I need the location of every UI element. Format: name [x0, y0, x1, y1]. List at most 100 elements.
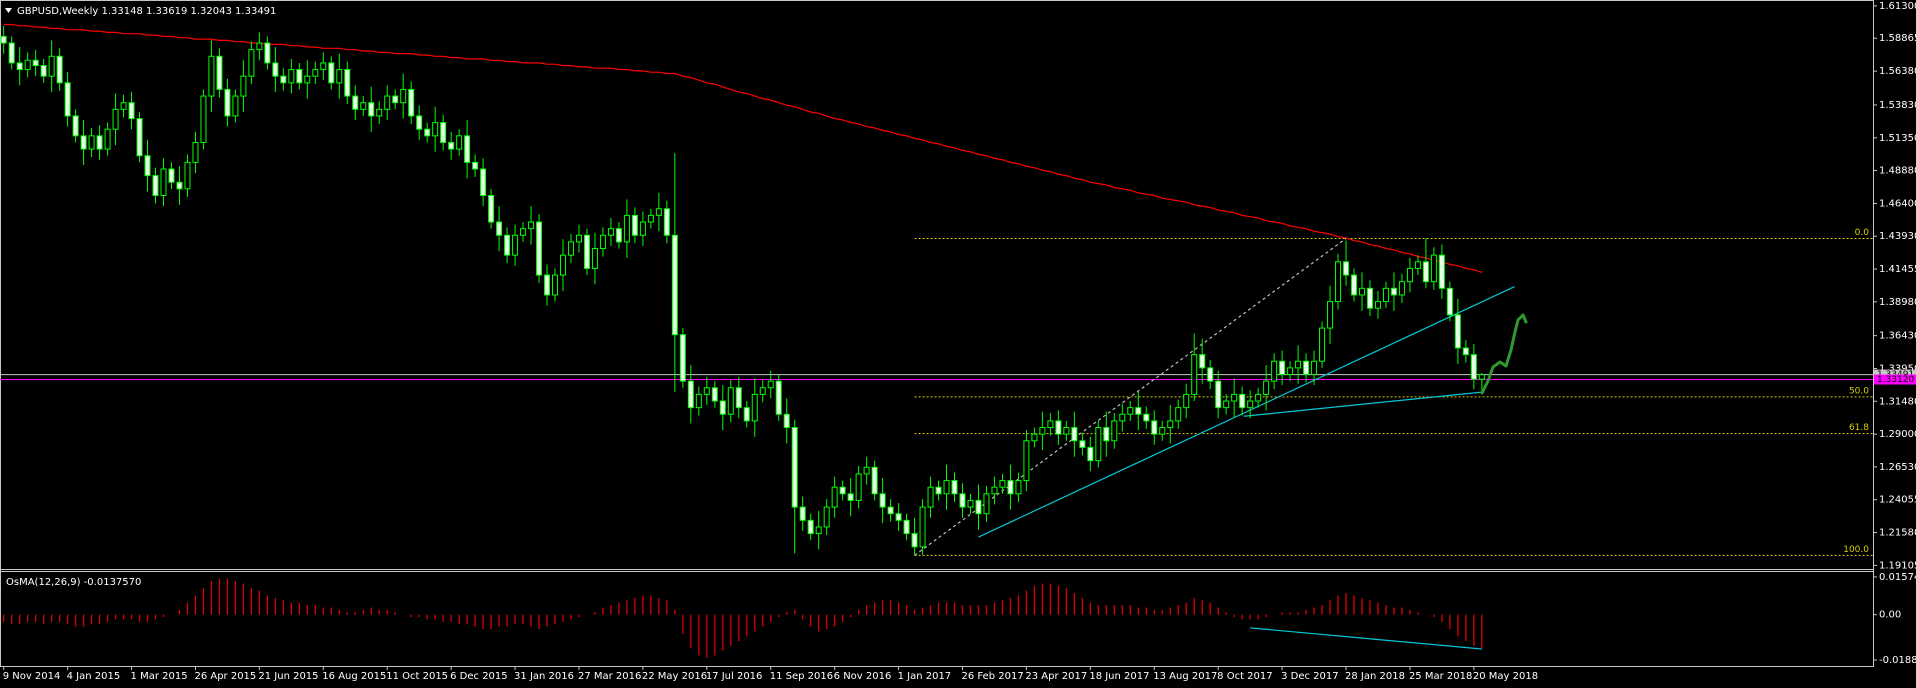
candle-body	[392, 95, 399, 104]
candle-body	[719, 400, 726, 415]
candle-body	[951, 480, 958, 495]
x-tick-label: 31 Jan 2016	[514, 671, 574, 682]
candle-body	[528, 221, 535, 230]
candle-body	[1263, 380, 1270, 395]
candle-body	[623, 214, 630, 243]
y-tick-label: 1.56380	[1879, 66, 1916, 77]
x-tick-label: 28 Jan 2018	[1345, 671, 1405, 682]
candle-body	[544, 274, 551, 296]
candle-body	[408, 88, 415, 117]
candle-body	[1191, 354, 1198, 395]
candle-body	[1295, 360, 1302, 369]
candle-body	[1199, 354, 1206, 369]
candle-body	[1454, 314, 1461, 349]
candle-body	[727, 387, 734, 415]
candle-body	[344, 69, 351, 97]
candle-body	[1247, 400, 1254, 409]
candle-body	[751, 393, 758, 422]
candle-body	[256, 42, 263, 51]
y-tick-label: 1.58865	[1879, 33, 1916, 44]
y-tick-label: 1.26530	[1879, 462, 1916, 473]
candle-body	[1063, 427, 1070, 435]
candle-body	[615, 228, 622, 243]
candle-body	[232, 95, 239, 117]
candle-body	[655, 208, 662, 216]
candle-body	[1351, 274, 1358, 296]
candle-body	[1031, 433, 1038, 442]
candle-body	[839, 486, 846, 495]
candle-body	[552, 274, 559, 296]
fibo-label: 50.0	[1849, 386, 1869, 396]
candle-body	[1087, 446, 1094, 462]
candle-body	[272, 62, 279, 77]
candle-body	[224, 88, 231, 117]
candle-body	[1311, 360, 1318, 375]
candle-body	[112, 108, 119, 130]
candle-body	[128, 102, 135, 120]
x-tick-label: 13 Aug 2017	[1153, 671, 1217, 682]
moving-average	[3, 23, 1483, 273]
candle-body	[871, 466, 878, 495]
candle-body	[1279, 360, 1286, 375]
candle-body	[583, 234, 590, 269]
candle-body	[815, 526, 822, 535]
candle-body	[120, 102, 127, 110]
candle-body	[1335, 261, 1342, 303]
candle-body	[799, 506, 806, 521]
candle-body	[695, 393, 702, 409]
candle-body	[1127, 407, 1134, 415]
trend-line	[1243, 391, 1485, 417]
candle-body	[96, 135, 103, 150]
candle-body	[416, 115, 423, 130]
candle-body	[1167, 420, 1174, 429]
candle-body	[288, 69, 295, 84]
candle-body	[1143, 413, 1150, 422]
candle-body	[264, 42, 271, 64]
x-tick-label: 4 Jan 2015	[67, 671, 121, 682]
candle-body	[304, 75, 311, 84]
candle-body	[80, 135, 87, 150]
candle-body	[903, 519, 910, 535]
candle-body	[8, 42, 15, 64]
menu-triangle[interactable]	[5, 8, 12, 13]
candle-body	[1175, 407, 1182, 422]
candle-body	[1055, 420, 1062, 435]
candle-body	[1023, 440, 1030, 482]
candle-body	[1207, 367, 1214, 382]
candle-body	[376, 108, 383, 117]
candle-body	[807, 519, 814, 535]
x-tick-label: 21 Jun 2015	[258, 671, 318, 682]
x-tick-label: 9 Nov 2014	[3, 671, 61, 682]
x-tick-label: 25 Mar 2018	[1409, 671, 1472, 682]
y-tick-label: 1.31480	[1879, 396, 1916, 407]
candle-body	[1366, 287, 1373, 309]
y-tick-label: 1.24055	[1879, 495, 1916, 506]
candle-body	[767, 380, 774, 389]
y-tick-label: 1.51350	[1879, 133, 1916, 144]
candle-body	[775, 380, 782, 415]
candle-body	[1271, 360, 1278, 382]
candle-body	[400, 88, 407, 104]
candle-body	[1406, 267, 1413, 283]
candle-body	[575, 234, 582, 243]
candle-body	[520, 228, 527, 236]
hand-drawn-projection	[1480, 313, 1528, 395]
y-tick-label: 1.29000	[1879, 429, 1916, 440]
x-tick-label: 26 Feb 2017	[962, 671, 1024, 682]
candle-body	[879, 493, 886, 508]
candle-body	[64, 82, 71, 117]
x-tick-label: 17 Jul 2016	[706, 671, 763, 682]
candle-body	[1215, 380, 1222, 409]
candle-body	[512, 234, 519, 256]
candle-body	[480, 168, 487, 197]
candle-body	[368, 102, 375, 117]
candle-body	[152, 175, 159, 197]
candle-body	[1343, 261, 1350, 276]
candle-body	[1374, 301, 1381, 309]
x-tick-label: 1 Mar 2015	[131, 671, 188, 682]
candle-body	[943, 480, 950, 495]
candle-body	[1015, 480, 1022, 495]
y-tick-label: 0.00	[1879, 610, 1901, 621]
candle-body	[312, 69, 319, 77]
indicator-trend-line	[1250, 627, 1482, 650]
